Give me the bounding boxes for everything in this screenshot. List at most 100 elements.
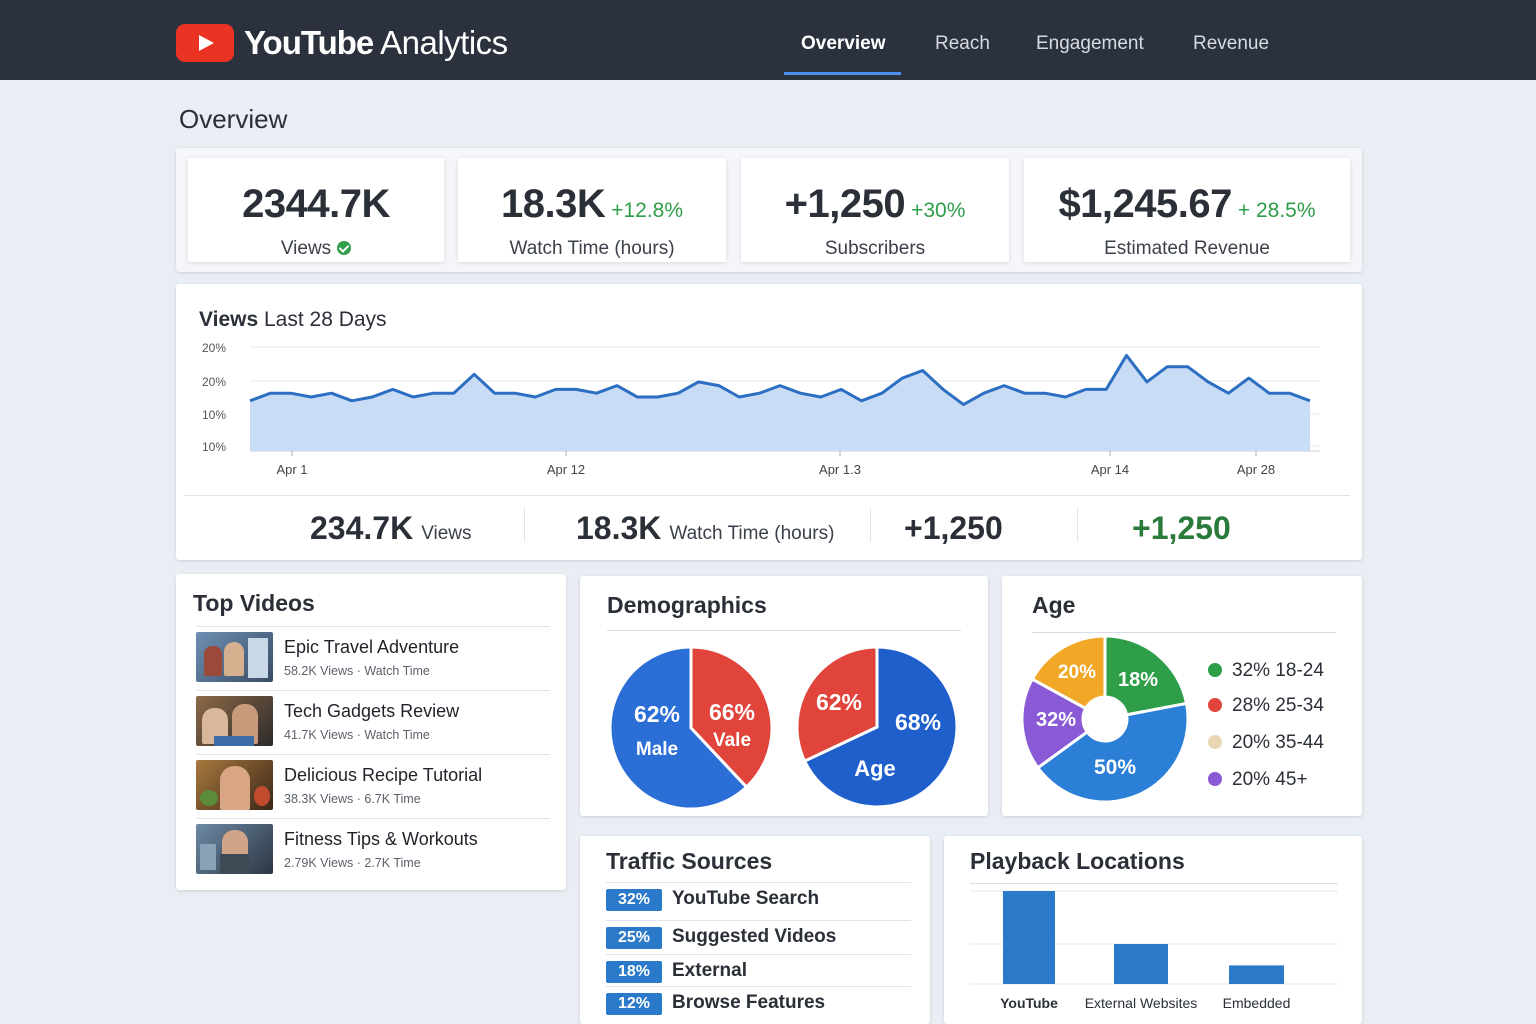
traffic-row[interactable]: 25% Suggested Videos (606, 920, 911, 953)
kpi-label: Subscribers (824, 238, 926, 259)
kpi-delta: +30% (911, 199, 966, 222)
pie-label: Age (854, 756, 896, 781)
traffic-row[interactable]: 32% YouTube Search (606, 882, 911, 915)
chart-title: Views Last 28 Days (199, 308, 387, 331)
kpi-label: Watch Time (hours) (509, 238, 675, 259)
section-title: Traffic Sources (606, 848, 773, 874)
donut-slice (1103, 634, 1189, 717)
video-row[interactable]: Delicious Recipe Tutorial 38.3K Views · … (196, 754, 550, 817)
x-tick-label: Apr 1.3 (819, 462, 861, 477)
kpi-subscribers[interactable]: +1,250 +30% Subscribers (741, 158, 1009, 262)
x-tick-label: Apr 14 (1091, 462, 1129, 477)
donut-label: 18% (1118, 669, 1158, 691)
legend-item: 32% 18-24 (1208, 660, 1324, 682)
logo[interactable]: YouTube Analytics (176, 24, 508, 62)
video-meta: 2.79K Views · 2.7K Time (284, 856, 421, 870)
age-card: Age 20% 18% 32% 50% 32% 18-24 28% 25-34 20%… (1002, 576, 1362, 816)
section-title: Age (1032, 592, 1076, 618)
pie-label: 62% (816, 689, 862, 715)
section-title: Top Videos (193, 590, 315, 616)
pie-label: Vale (713, 730, 751, 751)
donut-slice (1035, 701, 1190, 804)
pie-slice (795, 645, 879, 764)
kpi-row: 2344.7K Views 18.3K +12.8% Watch Time (ho… (176, 148, 1362, 272)
traffic-label: External (672, 960, 747, 981)
video-row[interactable]: Epic Travel Adventure 58.2K Views · Watc… (196, 626, 550, 689)
bar-category-label: YouTube (1000, 995, 1058, 1011)
kpi-views[interactable]: 2344.7K Views (188, 158, 444, 262)
video-thumbnail (196, 824, 273, 874)
pie-label: 68% (895, 709, 941, 735)
summary-growth: +1,250 (1132, 510, 1231, 546)
donut-slice (1030, 634, 1107, 711)
video-meta: 41.7K Views · Watch Time (284, 728, 430, 742)
bar-category-label: Embedded (1223, 995, 1291, 1011)
video-meta: 38.3K Views · 6.7K Time (284, 792, 421, 806)
video-meta: 58.2K Views · Watch Time (284, 664, 430, 678)
traffic-pct-badge: 32% (606, 889, 662, 911)
traffic-pct-badge: 25% (606, 927, 662, 949)
kpi-label: Views (280, 238, 332, 259)
video-thumbnail (196, 696, 273, 746)
x-tick-label: Apr 12 (547, 462, 585, 477)
views-chart-card: Views Last 28 Days 20% 20% 10% 10% Apr 1 Apr … (176, 284, 1362, 560)
traffic-sources-card: Traffic Sources 32% YouTube Search 25% Sug… (580, 836, 930, 1024)
pie-label: 66% (709, 699, 755, 725)
video-thumbnail (196, 760, 273, 810)
y-tick-label: 20% (202, 341, 226, 355)
demographics-card: Demographics 62% Male 66% Vale 62% 68% Age (580, 576, 988, 816)
tab-engagement[interactable]: Engagement (1036, 33, 1144, 54)
video-title: Epic Travel Adventure (284, 637, 460, 657)
video-row[interactable]: Fitness Tips & Workouts 2.79K Views · 2.… (196, 818, 550, 881)
kpi-value: 18.3K (500, 182, 606, 226)
tab-revenue[interactable]: Revenue (1193, 33, 1270, 54)
summary-row: 234.7K Views 18.3K Watch Time (hours) +1,2… (184, 495, 1350, 559)
traffic-row[interactable]: 18% External (606, 954, 911, 987)
youtube-play-icon (176, 24, 234, 62)
age-donut-chart[interactable]: 20% 18% 32% 50% (1002, 576, 1202, 816)
kpi-revenue[interactable]: $1,245.67 + 28.5% Estimated Revenue (1024, 158, 1350, 262)
pie-slice (689, 645, 774, 790)
legend-item: 28% 25-34 (1208, 695, 1324, 717)
kpi-value: 2344.7K (242, 182, 390, 226)
traffic-label: Browse Features (672, 992, 826, 1013)
views-line-chart[interactable]: 20% 20% 10% 10% Apr 1 Apr 12 Apr 1.3 Apr 14 Apr … (176, 284, 1362, 496)
playback-bar-chart[interactable]: YouTube External Websites Embedded (944, 836, 1362, 1024)
traffic-pct-badge: 18% (606, 961, 662, 983)
traffic-row[interactable]: 12% Browse Features (606, 986, 911, 1019)
kpi-label: Estimated Revenue (1104, 238, 1270, 259)
donut-label: 32% (1036, 709, 1076, 731)
pie-label: 62% (634, 701, 680, 727)
bar (1229, 965, 1284, 984)
views-area (250, 355, 1310, 451)
kpi-delta: +12.8% (611, 199, 684, 222)
x-tick-label: Apr 1 (276, 462, 307, 477)
y-tick-label: 10% (202, 408, 226, 422)
kpi-value: $1,245.67 (1058, 182, 1232, 226)
summary-watch-time: 18.3K Watch Time (hours) (576, 510, 835, 546)
bar-category-label: External Websites (1085, 995, 1198, 1011)
tab-overview[interactable]: Overview (801, 33, 886, 54)
y-tick-label: 10% (202, 440, 226, 454)
tab-reach[interactable]: Reach (935, 33, 990, 54)
traffic-label: YouTube Search (672, 888, 820, 909)
kpi-watch-time[interactable]: 18.3K +12.8% Watch Time (hours) (458, 158, 726, 262)
kpi-delta: + 28.5% (1237, 199, 1316, 222)
video-title: Tech Gadgets Review (284, 701, 460, 721)
active-tab-indicator (784, 72, 901, 75)
traffic-label: Suggested Videos (672, 926, 837, 947)
top-videos-card: Top Videos Epic Travel Adventure 58.2K V… (176, 574, 566, 890)
demographics-pies[interactable]: 62% Male 66% Vale 62% 68% Age (580, 576, 988, 816)
kpi-value: +1,250 (784, 182, 906, 226)
playback-locations-card: Playback Locations YouTube External Websi… (944, 836, 1362, 1024)
y-tick-label: 20% (202, 375, 226, 389)
video-row[interactable]: Tech Gadgets Review 41.7K Views · Watch … (196, 690, 550, 753)
video-title: Fitness Tips & Workouts (284, 829, 478, 849)
section-title: Demographics (607, 592, 767, 618)
check-icon (337, 241, 352, 255)
legend-item: 20% 45+ (1208, 769, 1308, 791)
video-title: Delicious Recipe Tutorial (284, 765, 483, 785)
summary-subscribers: +1,250 (904, 510, 1003, 546)
pie-slice (608, 645, 749, 811)
section-title: Playback Locations (970, 848, 1185, 874)
